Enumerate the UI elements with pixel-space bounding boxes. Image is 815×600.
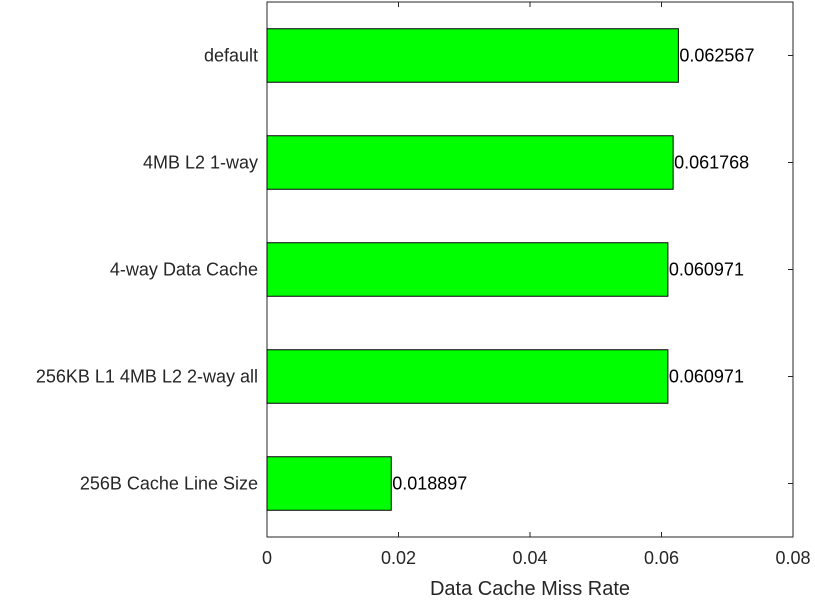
bar bbox=[266, 349, 669, 404]
data-labels-group: 0.062567 0.061768 0.060971 0.060971 0.018897 bbox=[392, 46, 754, 494]
category-labels-group: default 4MB L2 1-way 4-way Data Cache 256KB… bbox=[36, 46, 258, 494]
category-label: default bbox=[204, 46, 258, 66]
bar bbox=[266, 135, 674, 190]
x-tick-label: 0.04 bbox=[512, 548, 547, 568]
bars-group bbox=[266, 28, 679, 511]
bar bbox=[266, 28, 679, 83]
x-tick-label: 0.08 bbox=[775, 548, 810, 568]
data-label: 0.018897 bbox=[392, 474, 467, 494]
x-tick-labels-group: 0 0.02 0.04 0.06 0.08 bbox=[262, 548, 811, 568]
category-label: 256B Cache Line Size bbox=[80, 474, 258, 494]
x-tick-label: 0 bbox=[262, 548, 272, 568]
bar bbox=[266, 242, 669, 297]
data-label: 0.060971 bbox=[669, 260, 744, 280]
category-label: 4MB L2 1-way bbox=[143, 153, 258, 173]
x-tick-label: 0.02 bbox=[381, 548, 416, 568]
category-label: 4-way Data Cache bbox=[110, 260, 258, 280]
x-axis-title: Data Cache Miss Rate bbox=[430, 578, 630, 600]
x-tick-label: 0.06 bbox=[644, 548, 679, 568]
bar bbox=[266, 456, 392, 511]
data-label: 0.061768 bbox=[674, 153, 749, 173]
category-label: 256KB L1 4MB L2 2-way all bbox=[36, 367, 258, 387]
data-label: 0.060971 bbox=[669, 367, 744, 387]
data-label: 0.062567 bbox=[679, 46, 754, 66]
